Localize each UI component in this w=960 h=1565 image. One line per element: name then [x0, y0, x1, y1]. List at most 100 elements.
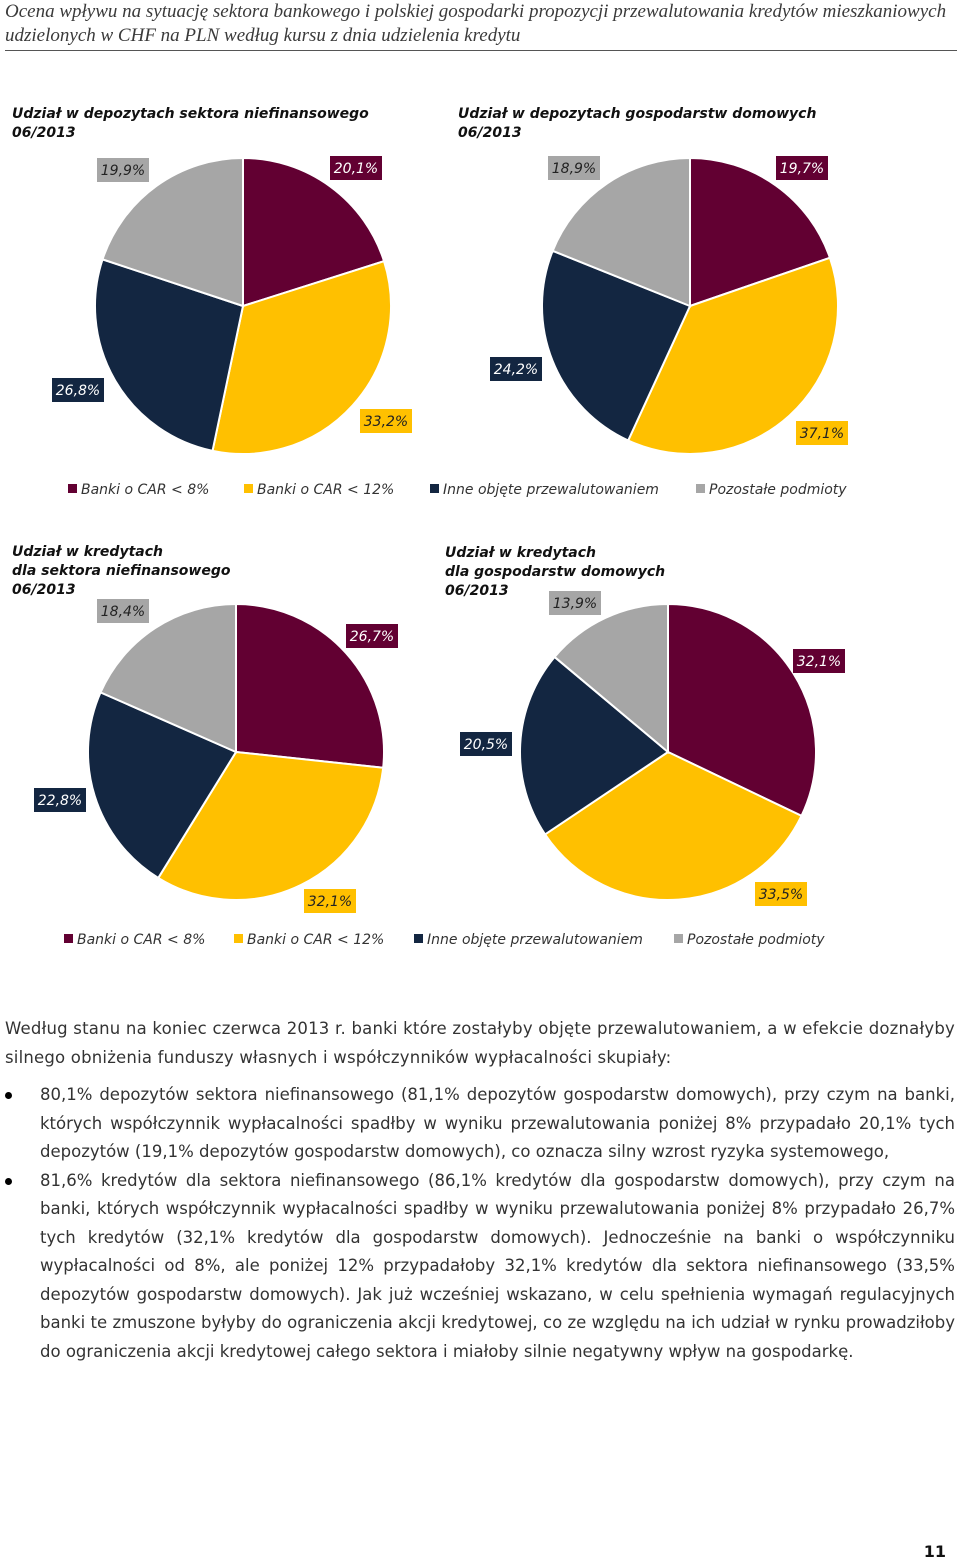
- data-label: 18,4%: [97, 599, 149, 623]
- legend-swatch: [414, 934, 423, 943]
- data-label: 26,7%: [346, 624, 398, 648]
- pie-slice: [156, 750, 385, 901]
- data-label: 19,7%: [776, 156, 828, 180]
- data-label-box: [97, 158, 149, 182]
- data-label-box: [346, 624, 398, 648]
- data-label-box: [97, 599, 149, 623]
- data-label: 13,9%: [549, 591, 601, 615]
- data-label-text: 37,1%: [800, 426, 844, 442]
- data-label-text: 26,7%: [350, 629, 394, 645]
- data-label-box: [460, 732, 512, 756]
- legend-label: Banki o CAR < 8%: [81, 482, 209, 498]
- data-label-text: 32,1%: [797, 654, 841, 670]
- pie-chart-1: Udział w depozytach sektora niefinansowe…: [12, 106, 412, 455]
- pie-slice: [86, 691, 238, 880]
- header-rule: [5, 50, 957, 51]
- chart-title-line: Udział w depozytach sektora niefinansowe…: [12, 106, 369, 122]
- pie-chart-2: Udział w depozytach gospodarstw domowych…: [458, 106, 848, 455]
- pie-slice: [519, 655, 670, 836]
- bullet-text-loans: 81,6% kredytów dla sektora niefinansoweg…: [40, 1170, 955, 1361]
- data-label-text: 18,4%: [101, 604, 145, 620]
- data-label-box: [34, 788, 86, 812]
- data-label: 24,2%: [490, 357, 542, 381]
- bullet-list: 80,1% depozytów sektora niefinansowego (…: [5, 1081, 955, 1366]
- legend-label: Banki o CAR < 8%: [77, 932, 205, 948]
- data-label-box: [548, 156, 600, 180]
- data-label-text: 19,7%: [780, 161, 824, 177]
- pie-slice: [551, 156, 691, 308]
- data-label: 20,5%: [460, 732, 512, 756]
- bullet-icon: [5, 1092, 12, 1099]
- legend-label: Banki o CAR < 12%: [247, 932, 384, 948]
- legend-label: Banki o CAR < 12%: [257, 482, 394, 498]
- pie-chart-3: Udział w kredytach dla sektora niefinanso…: [12, 544, 398, 913]
- data-label-text: 18,9%: [552, 161, 596, 177]
- legend-swatch: [68, 484, 77, 493]
- legend-swatch: [430, 484, 439, 493]
- data-label-text: 20,5%: [464, 737, 508, 753]
- data-label: 33,2%: [360, 409, 412, 433]
- data-label-text: 20,1%: [334, 161, 378, 177]
- body-text: Według stanu na koniec czerwca 2013 r. b…: [5, 1015, 955, 1366]
- chart-title-line: 06/2013: [445, 583, 509, 599]
- pie-slice: [211, 259, 392, 455]
- legend-label: Pozostałe podmioty: [687, 932, 825, 948]
- bullet-text-deposits: 80,1% depozytów sektora niefinansowego (…: [40, 1085, 955, 1161]
- legend-swatch: [234, 934, 243, 943]
- data-label-box: [490, 357, 542, 381]
- pie-slice: [94, 258, 245, 453]
- chart-title-line: 06/2013: [12, 582, 76, 598]
- data-label-text: 32,1%: [308, 894, 352, 910]
- data-label: 19,9%: [97, 158, 149, 182]
- pie-slice: [626, 256, 840, 455]
- data-label-text: 13,9%: [553, 596, 597, 612]
- chart-title-line: Udział w depozytach gospodarstw domowych: [458, 106, 816, 122]
- legend-label: Pozostałe podmioty: [709, 482, 847, 498]
- legend-label: Inne objęte przewalutowaniem: [427, 932, 643, 948]
- chart-title-line: 06/2013: [458, 125, 522, 141]
- pie-slice: [235, 602, 385, 769]
- pie-chart-4: Udział w kredytach dla gospodarstw domowy…: [445, 545, 845, 906]
- data-label-box: [549, 591, 601, 615]
- pie-slice: [99, 602, 237, 754]
- data-label-box: [360, 409, 412, 433]
- chart-title-line: Udział w kredytach: [445, 545, 596, 561]
- data-label: 32,1%: [793, 649, 845, 673]
- data-label: 37,1%: [796, 421, 848, 445]
- data-label: 20,1%: [330, 156, 382, 180]
- legend-swatch: [244, 484, 253, 493]
- pie-slice: [543, 750, 803, 901]
- legend-swatch: [696, 484, 705, 493]
- data-label-text: 33,5%: [759, 887, 803, 903]
- pie-slice: [553, 602, 669, 755]
- pie-slice: [541, 249, 692, 442]
- intro-paragraph: Według stanu na koniec czerwca 2013 r. b…: [5, 1019, 955, 1067]
- data-label-box: [52, 378, 104, 402]
- data-label-text: 33,2%: [364, 414, 408, 430]
- legend-swatch: [674, 934, 683, 943]
- data-label-text: 22,8%: [38, 793, 82, 809]
- bullet-item-loans: 81,6% kredytów dla sektora niefinansoweg…: [5, 1167, 955, 1367]
- pie-slice: [242, 156, 386, 308]
- data-label-box: [330, 156, 382, 180]
- data-label-box: [776, 156, 828, 180]
- data-label-box: [796, 421, 848, 445]
- data-label-box: [793, 649, 845, 673]
- data-label: 32,1%: [304, 889, 356, 913]
- chart-title-line: 06/2013: [12, 125, 76, 141]
- page-number: 11: [923, 1542, 946, 1561]
- pie-slice: [667, 602, 817, 818]
- data-label: 26,8%: [52, 378, 104, 402]
- chart-title-line: dla sektora niefinansowego: [12, 563, 231, 579]
- data-label-text: 26,8%: [56, 383, 100, 399]
- legend-swatch: [64, 934, 73, 943]
- data-label: 33,5%: [755, 882, 807, 906]
- document-header: Ocena wpływu na sytuację sektora bankowe…: [5, 1, 947, 46]
- data-label-box: [755, 882, 807, 906]
- chart-title-line: Udział w kredytach: [12, 544, 163, 560]
- data-label: 22,8%: [34, 788, 86, 812]
- data-label: 18,9%: [548, 156, 600, 180]
- pie-slice: [101, 156, 244, 308]
- bullet-item-deposits: 80,1% depozytów sektora niefinansowego (…: [5, 1081, 955, 1167]
- bullet-icon: [5, 1177, 12, 1185]
